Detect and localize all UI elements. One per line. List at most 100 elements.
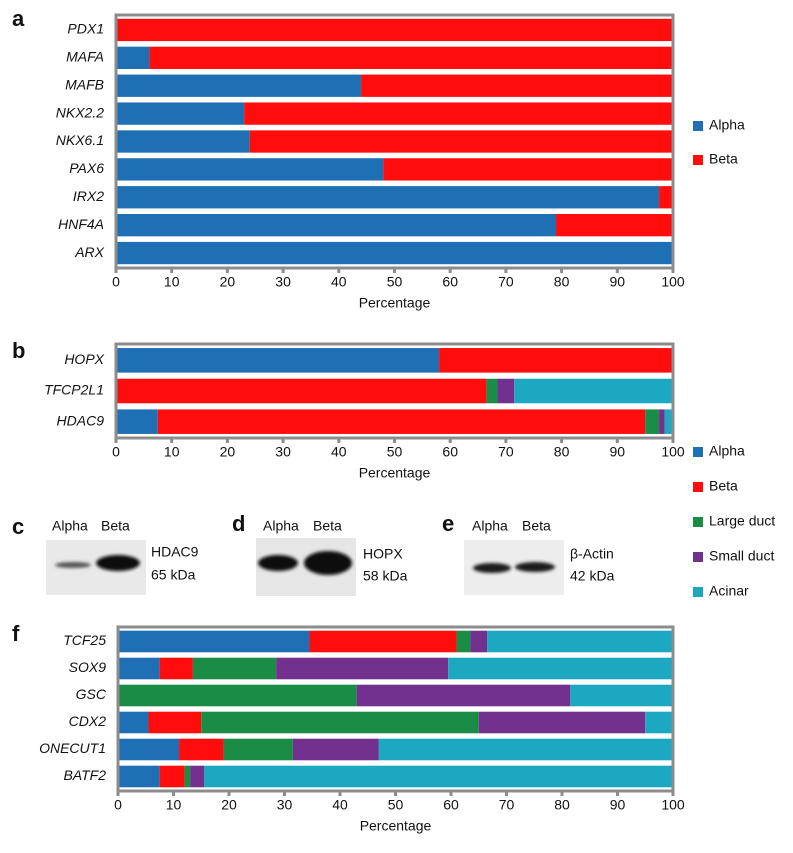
legend-swatch xyxy=(693,121,703,131)
legend-label: Alpha xyxy=(709,117,745,133)
x-tick-label: 30 xyxy=(275,444,291,460)
bar-segment xyxy=(276,657,449,680)
bar-segment xyxy=(179,738,224,761)
protein-size: 42 kDa xyxy=(570,568,615,584)
panel-label: d xyxy=(232,511,245,536)
x-tick-label: 20 xyxy=(220,444,236,460)
bar-segment xyxy=(201,711,479,734)
panel-label: f xyxy=(12,621,20,646)
category-label: SOX9 xyxy=(69,659,107,675)
bar-segment xyxy=(116,241,673,265)
bar-segment xyxy=(664,409,673,434)
category-label: IRX2 xyxy=(73,188,104,204)
blot-band xyxy=(473,563,511,573)
x-tick-label: 100 xyxy=(661,797,685,813)
lane-label: Alpha xyxy=(52,518,88,534)
x-tick-label: 10 xyxy=(164,274,180,290)
lane-label: Alpha xyxy=(263,518,299,534)
x-tick-label: 40 xyxy=(332,797,348,813)
bar-segment xyxy=(309,630,457,653)
bar-segment xyxy=(159,657,193,680)
x-tick-label: 60 xyxy=(442,444,458,460)
legend-swatch xyxy=(693,517,703,527)
x-tick-label: 70 xyxy=(498,274,514,290)
category-label: TCF25 xyxy=(63,632,106,648)
category-label: TFCP2L1 xyxy=(44,382,104,398)
panel-label: c xyxy=(12,514,24,539)
blot-band xyxy=(258,555,298,571)
category-label: HNF4A xyxy=(58,216,104,232)
category-label: ARX xyxy=(74,244,104,260)
bar-segment xyxy=(118,630,310,653)
lane-label: Beta xyxy=(522,518,551,534)
x-tick-label: 0 xyxy=(114,797,122,813)
protein-name: HOPX xyxy=(363,546,403,562)
bar-segment xyxy=(439,348,673,373)
bar-segment xyxy=(448,657,673,680)
x-tick-label: 90 xyxy=(610,444,626,460)
x-tick-label: 100 xyxy=(661,444,685,460)
bar-segment xyxy=(556,214,673,237)
bar-segment xyxy=(645,409,660,434)
category-label: ONECUT1 xyxy=(39,740,106,756)
bar-segment xyxy=(116,18,673,42)
bar-segment xyxy=(223,738,293,761)
category-label: MAFA xyxy=(66,49,104,65)
category-label: PDX1 xyxy=(67,21,104,37)
bar-segment xyxy=(116,186,660,209)
bar-segment xyxy=(148,711,202,734)
bar-segment xyxy=(118,657,160,680)
bar-segment xyxy=(249,130,673,153)
legend-label: Small duct xyxy=(709,548,774,564)
bar-segment xyxy=(116,378,487,404)
x-tick-label: 30 xyxy=(277,797,293,813)
bar-segment xyxy=(645,711,673,734)
panel-label: b xyxy=(12,338,25,363)
lane-label: Beta xyxy=(101,518,130,534)
x-axis-label: Percentage xyxy=(359,295,431,311)
x-tick-label: 80 xyxy=(554,274,570,290)
lane-label: Beta xyxy=(313,518,342,534)
legend-swatch xyxy=(693,155,703,165)
bar-segment xyxy=(497,378,515,404)
bar-segment xyxy=(292,738,379,761)
bar-segment xyxy=(383,158,673,181)
x-tick-label: 90 xyxy=(610,797,626,813)
bar-segment xyxy=(470,630,488,653)
category-label: NKX6.1 xyxy=(56,132,104,148)
category-label: HDAC9 xyxy=(57,412,105,428)
panel-label: a xyxy=(12,6,25,31)
x-axis-label: Percentage xyxy=(360,818,432,834)
x-tick-label: 40 xyxy=(331,444,347,460)
x-axis-label: Percentage xyxy=(359,465,431,481)
bar-segment xyxy=(570,684,673,707)
bar-segment xyxy=(190,765,205,788)
bar-segment xyxy=(361,74,673,97)
legend-swatch xyxy=(693,482,703,492)
protein-size: 58 kDa xyxy=(363,568,408,584)
lane-label: Alpha xyxy=(472,518,508,534)
bar-segment xyxy=(118,684,357,707)
bar-segment xyxy=(116,102,245,125)
legend-swatch xyxy=(693,587,703,597)
bar-segment xyxy=(116,46,150,69)
category-label: MAFB xyxy=(65,76,104,92)
category-label: CDX2 xyxy=(69,713,107,729)
bar-segment xyxy=(116,158,384,181)
bar-segment xyxy=(118,765,160,788)
x-tick-label: 0 xyxy=(112,274,120,290)
bar-segment xyxy=(116,214,557,237)
category-label: HOPX xyxy=(64,351,104,367)
x-tick-label: 50 xyxy=(387,444,403,460)
bar-segment xyxy=(244,102,674,125)
category-label: NKX2.2 xyxy=(56,104,104,120)
bar-segment xyxy=(149,46,674,69)
bar-segment xyxy=(204,765,673,788)
x-tick-label: 90 xyxy=(610,274,626,290)
x-tick-label: 80 xyxy=(554,444,570,460)
bar-segment xyxy=(159,765,185,788)
legend-swatch xyxy=(693,552,703,562)
legend-label: Beta xyxy=(709,478,738,494)
protein-name: HDAC9 xyxy=(151,544,199,560)
